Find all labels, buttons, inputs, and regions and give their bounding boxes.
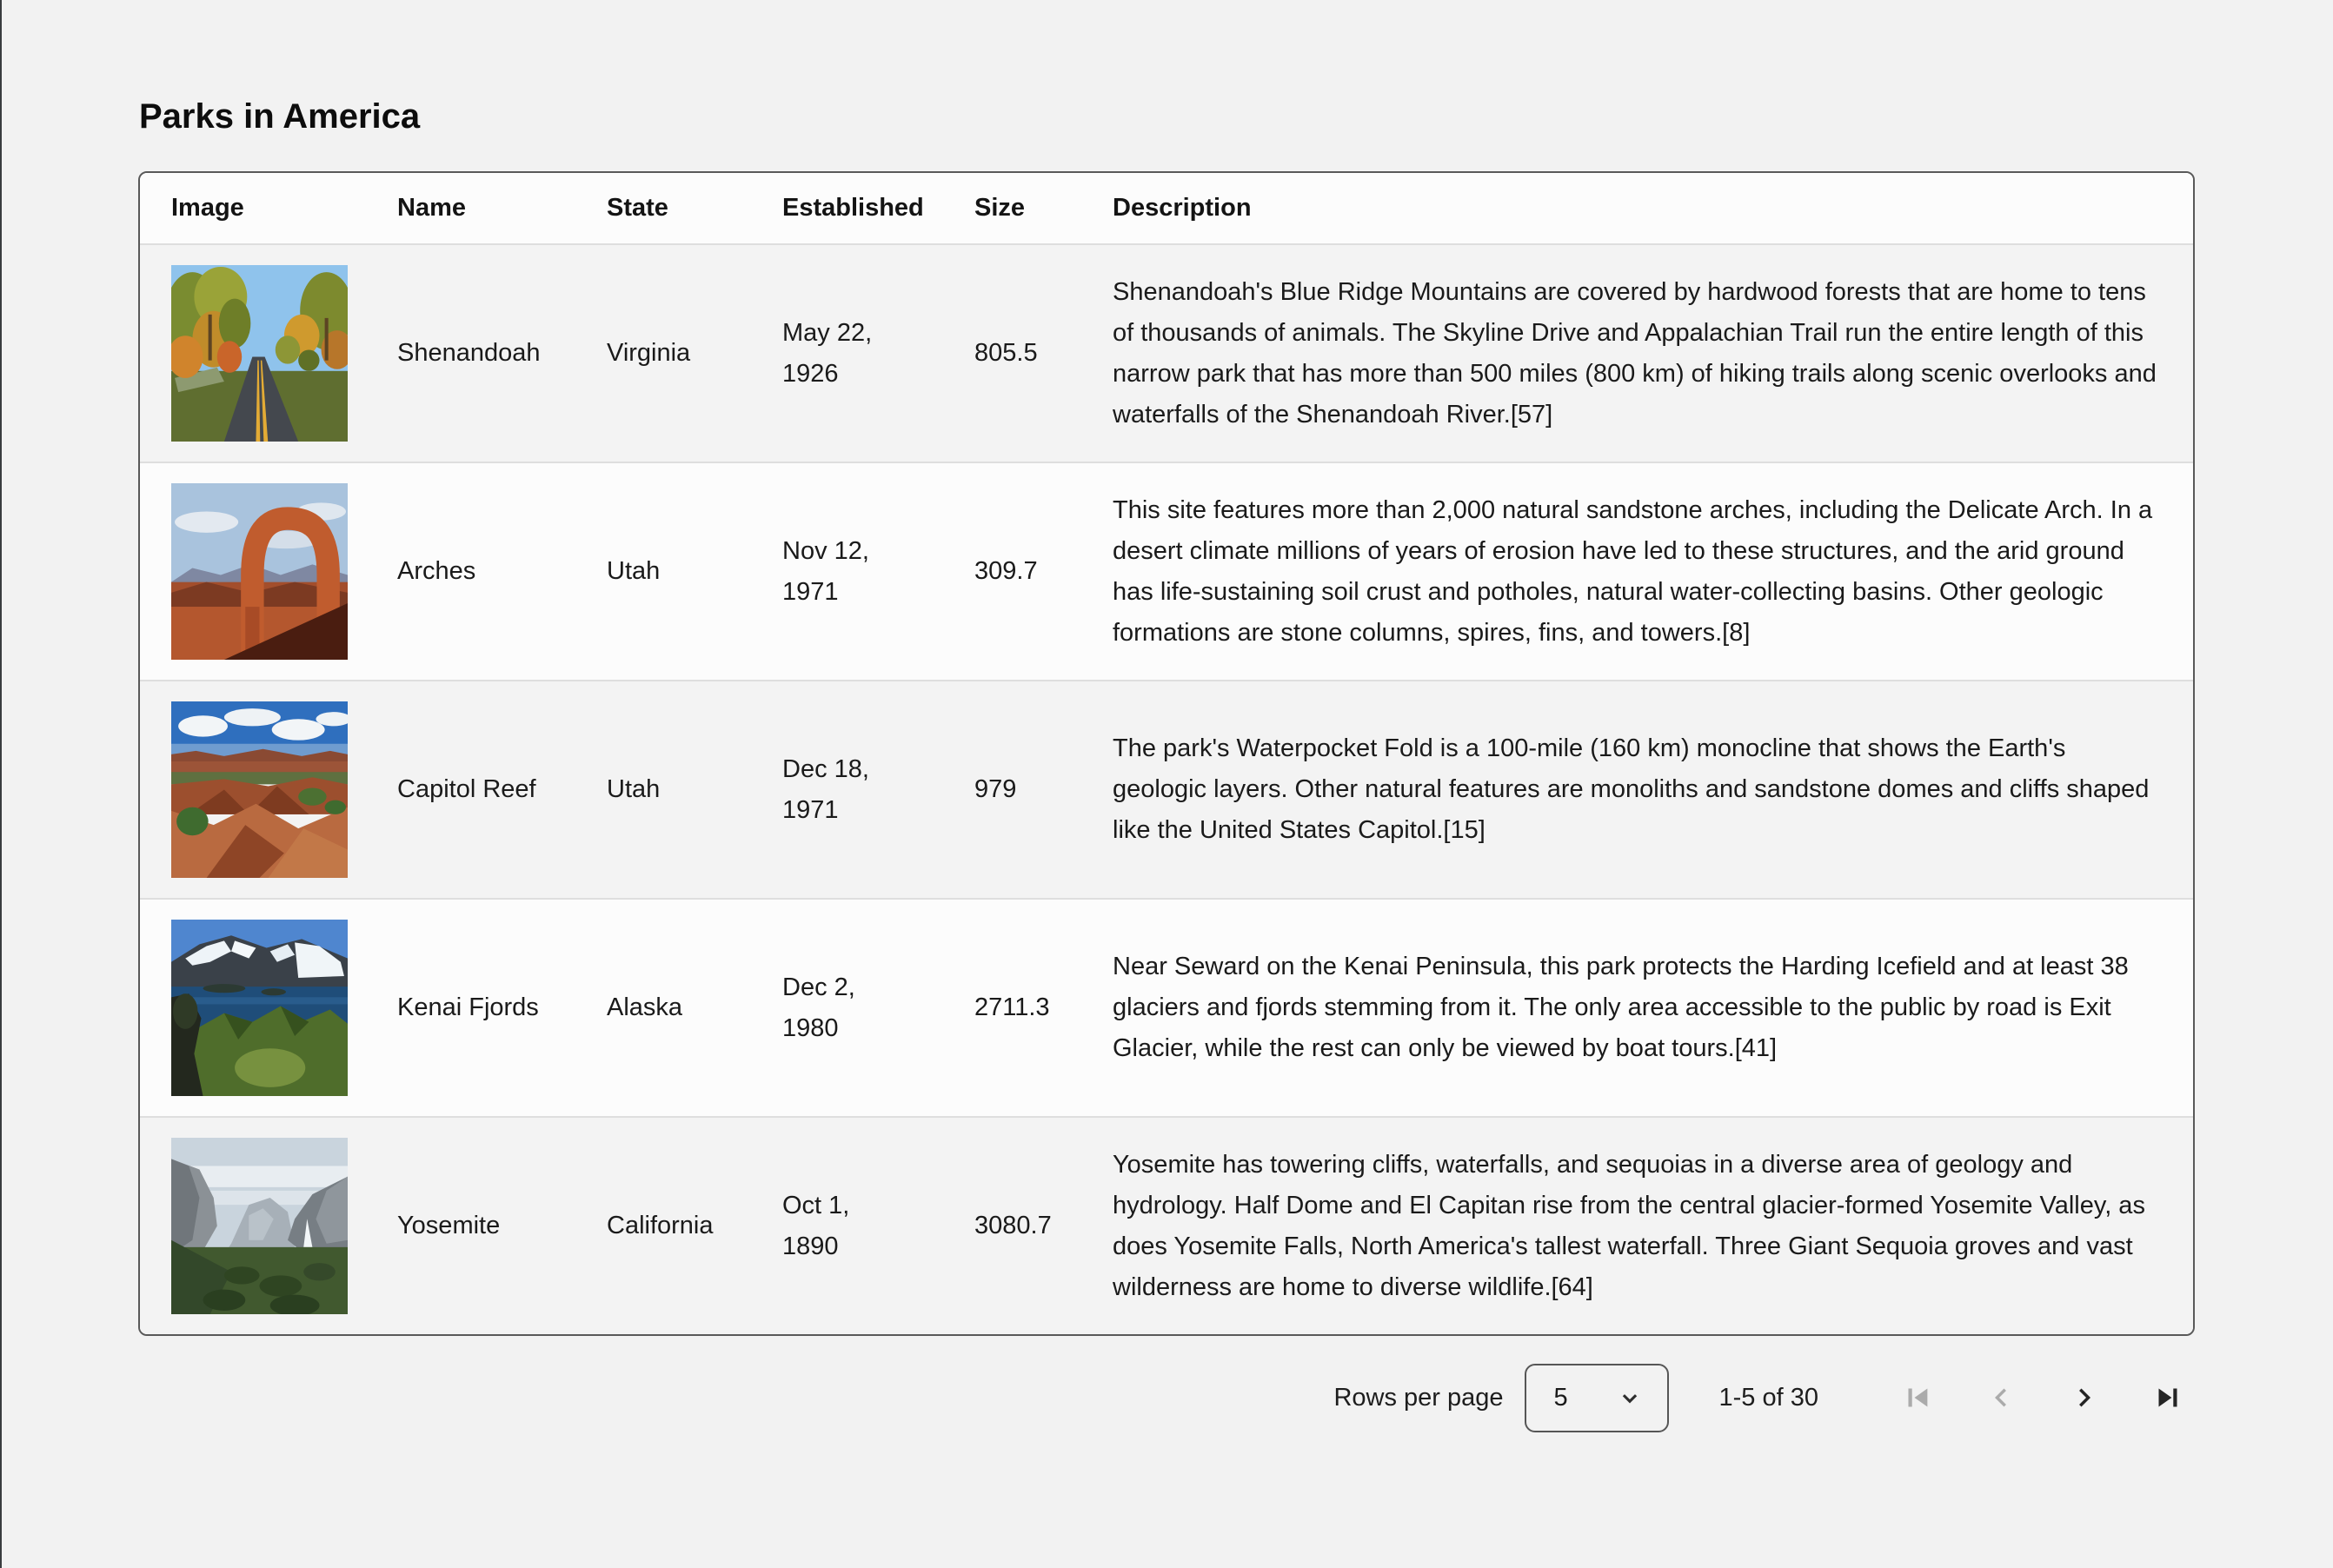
column-header-size[interactable]: Size: [974, 194, 1026, 222]
arches-delicate-arch-image: [171, 483, 348, 660]
park-thumbnail: [171, 920, 348, 1096]
page-title: Parks in America: [139, 97, 421, 136]
yosemite-valley-image: [171, 1138, 348, 1314]
park-established: Oct 1, 1890: [782, 1191, 850, 1260]
park-name: Yosemite: [397, 1212, 501, 1239]
table-row[interactable]: Arches Utah Nov 12, 1971 309.7 This site…: [140, 462, 2193, 680]
park-thumbnail: [171, 1138, 348, 1314]
last-page-button[interactable]: [2149, 1379, 2187, 1417]
previous-page-button[interactable]: [1982, 1379, 2020, 1417]
column-header-state[interactable]: State: [607, 194, 668, 222]
pagination-bar: Rows per page 5 1-5 of 30: [1333, 1363, 2187, 1432]
park-description: Near Seward on the Kenai Peninsula, this…: [1113, 953, 2129, 1062]
table-row[interactable]: Shenandoah Virginia May 22, 1926 805.5 S…: [140, 243, 2193, 462]
skip-next-icon: [2158, 1388, 2177, 1407]
park-size: 979: [974, 775, 1017, 803]
rows-per-page-label: Rows per page: [1333, 1383, 1504, 1412]
column-header-description[interactable]: Description: [1113, 194, 1252, 222]
park-state: Alaska: [607, 993, 683, 1021]
park-description: The park's Waterpocket Fold is a 100-mil…: [1113, 734, 2150, 844]
rows-per-page-value: 5: [1553, 1383, 1568, 1412]
chevron-down-icon: [1622, 1394, 1637, 1404]
column-header-established[interactable]: Established: [782, 194, 924, 222]
park-size: 309.7: [974, 557, 1038, 585]
park-image-cell: [171, 701, 397, 878]
first-page-button[interactable]: [1898, 1379, 1937, 1417]
park-established: Dec 18, 1971: [782, 754, 869, 824]
park-size: 3080.7: [974, 1212, 1052, 1239]
park-established: Dec 2, 1980: [782, 973, 855, 1042]
table-row[interactable]: Yosemite California Oct 1, 1890 3080.7 Y…: [140, 1116, 2193, 1334]
kenai-fjords-glacier-image: [171, 920, 348, 1096]
pagination-range: 1-5 of 30: [1718, 1383, 1818, 1412]
park-image-cell: [171, 1138, 397, 1314]
chevron-right-icon: [2079, 1388, 2090, 1407]
park-image-cell: [171, 265, 397, 442]
park-state: Utah: [607, 775, 661, 803]
shenandoah-autumn-road-image: [171, 265, 348, 442]
park-state: Utah: [607, 557, 661, 585]
park-description: This site features more than 2,000 natur…: [1113, 495, 2153, 647]
park-state: California: [607, 1212, 714, 1239]
park-name: Capitol Reef: [397, 775, 536, 803]
park-thumbnail: [171, 701, 348, 878]
park-size: 2711.3: [974, 993, 1050, 1021]
table-row[interactable]: Capitol Reef Utah Dec 18, 1971 979 The p…: [140, 680, 2193, 898]
park-size: 805.5: [974, 339, 1038, 367]
capitol-reef-canyon-image: [171, 701, 348, 878]
table-header-row: Image Name State Established Size Descri…: [140, 173, 2193, 243]
park-description: Yosemite has towering cliffs, waterfalls…: [1113, 1150, 2145, 1301]
park-name: Kenai Fjords: [397, 993, 539, 1021]
column-header-image[interactable]: Image: [171, 194, 244, 222]
park-thumbnail: [171, 265, 348, 442]
next-page-button[interactable]: [2065, 1379, 2104, 1417]
table-row[interactable]: Kenai Fjords Alaska Dec 2, 1980 2711.3 N…: [140, 898, 2193, 1116]
park-established: May 22, 1926: [782, 318, 873, 388]
chevron-left-icon: [1995, 1388, 2006, 1407]
park-thumbnail: [171, 483, 348, 660]
park-state: Virginia: [607, 339, 691, 367]
skip-previous-icon: [1908, 1388, 1928, 1407]
park-description: Shenandoah's Blue Ridge Mountains are co…: [1113, 277, 2157, 429]
park-image-cell: [171, 483, 397, 660]
column-header-name[interactable]: Name: [397, 194, 466, 222]
park-name: Shenandoah: [397, 339, 541, 367]
park-established: Nov 12, 1971: [782, 536, 869, 606]
rows-per-page-select[interactable]: 5: [1524, 1363, 1669, 1432]
parks-table: Image Name State Established Size Descri…: [138, 171, 2195, 1336]
park-image-cell: [171, 920, 397, 1096]
park-name: Arches: [397, 557, 476, 585]
